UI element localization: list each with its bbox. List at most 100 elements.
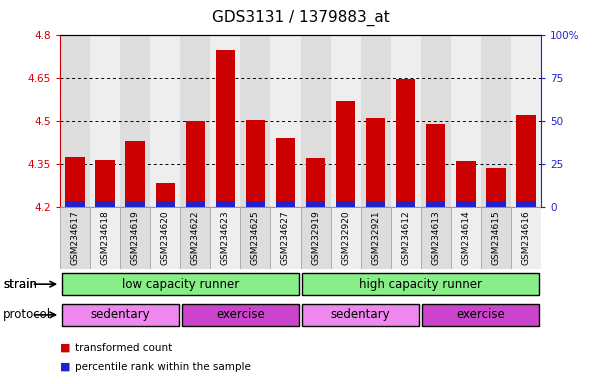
Bar [486, 169, 505, 201]
Bar [120, 35, 150, 207]
Bar [421, 35, 451, 207]
Bar [511, 207, 541, 269]
Bar [156, 201, 175, 207]
Bar [361, 35, 391, 207]
Bar [331, 35, 361, 207]
Text: ■: ■ [60, 362, 74, 372]
Bar [270, 207, 300, 269]
Bar [366, 201, 385, 207]
Text: transformed count: transformed count [75, 343, 172, 353]
Bar [486, 201, 505, 207]
Text: GSM232921: GSM232921 [371, 210, 380, 265]
Bar [240, 35, 270, 207]
Bar [336, 201, 355, 207]
FancyBboxPatch shape [62, 273, 299, 295]
Bar [120, 207, 150, 269]
Text: GSM234614: GSM234614 [462, 210, 470, 265]
Text: strain: strain [3, 278, 37, 291]
Bar [180, 35, 210, 207]
Bar [336, 101, 355, 201]
Bar [481, 207, 511, 269]
Text: low capacity runner: low capacity runner [121, 278, 239, 291]
Bar [456, 201, 475, 207]
Text: high capacity runner: high capacity runner [359, 278, 482, 291]
Bar [421, 207, 451, 269]
Text: GSM234615: GSM234615 [492, 210, 500, 265]
FancyBboxPatch shape [62, 304, 179, 326]
Text: exercise: exercise [216, 308, 265, 321]
Bar [361, 207, 391, 269]
Bar [186, 121, 205, 201]
Bar [511, 35, 541, 207]
Bar [246, 119, 265, 201]
Text: GSM234623: GSM234623 [221, 210, 230, 265]
Bar [210, 207, 240, 269]
Bar [270, 35, 300, 207]
Bar [426, 124, 445, 201]
Bar [306, 158, 325, 201]
Bar [66, 157, 85, 201]
Text: exercise: exercise [456, 308, 505, 321]
Bar [156, 183, 175, 201]
Text: sedentary: sedentary [331, 308, 391, 321]
Text: GSM234616: GSM234616 [522, 210, 530, 265]
FancyBboxPatch shape [422, 304, 539, 326]
Text: strain: strain [3, 278, 37, 291]
Text: ■: ■ [60, 343, 74, 353]
Bar [426, 201, 445, 207]
Bar [126, 141, 145, 201]
Text: GSM234619: GSM234619 [131, 210, 139, 265]
Text: GSM234618: GSM234618 [101, 210, 109, 265]
Bar [481, 35, 511, 207]
Bar [90, 207, 120, 269]
Bar [306, 201, 325, 207]
Bar [276, 201, 295, 207]
Text: GSM234613: GSM234613 [432, 210, 440, 265]
Text: GSM234620: GSM234620 [161, 210, 169, 265]
Bar [216, 201, 235, 207]
Text: GSM232920: GSM232920 [341, 210, 350, 265]
Text: GSM234625: GSM234625 [251, 210, 260, 265]
Bar [451, 207, 481, 269]
Text: GSM232919: GSM232919 [311, 210, 320, 265]
Bar [210, 35, 240, 207]
Bar [90, 35, 120, 207]
Bar [150, 35, 180, 207]
Bar [180, 207, 210, 269]
Bar [60, 207, 90, 269]
Bar [96, 160, 115, 201]
Bar [150, 207, 180, 269]
Bar [300, 35, 331, 207]
FancyBboxPatch shape [182, 304, 299, 326]
Bar [396, 79, 415, 201]
Bar [240, 207, 270, 269]
Text: GSM234622: GSM234622 [191, 210, 200, 265]
Bar [186, 201, 205, 207]
Bar [331, 207, 361, 269]
Text: GSM234627: GSM234627 [281, 210, 290, 265]
Bar [300, 207, 331, 269]
Bar [246, 201, 265, 207]
Bar [451, 35, 481, 207]
Bar [366, 118, 385, 201]
Bar [391, 207, 421, 269]
Bar [276, 138, 295, 201]
Text: GDS3131 / 1379883_at: GDS3131 / 1379883_at [212, 10, 389, 26]
Text: percentile rank within the sample: percentile rank within the sample [75, 362, 251, 372]
FancyBboxPatch shape [302, 273, 539, 295]
Text: GSM234617: GSM234617 [71, 210, 79, 265]
Bar [60, 35, 90, 207]
Bar [456, 161, 475, 201]
Bar [396, 201, 415, 207]
Text: GSM234612: GSM234612 [401, 210, 410, 265]
Bar [126, 201, 145, 207]
Bar [516, 201, 535, 207]
Bar [516, 115, 535, 201]
Bar [216, 50, 235, 201]
Text: protocol: protocol [3, 308, 51, 321]
Text: sedentary: sedentary [90, 308, 150, 321]
Bar [96, 201, 115, 207]
Bar [66, 201, 85, 207]
Bar [391, 35, 421, 207]
FancyBboxPatch shape [302, 304, 419, 326]
